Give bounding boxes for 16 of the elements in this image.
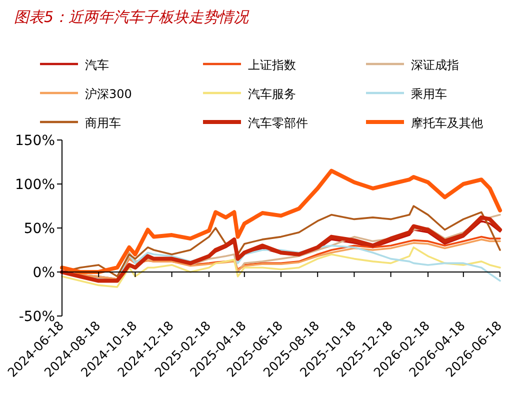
legend-label: 汽车服务 bbox=[248, 87, 296, 101]
legend-label: 汽车零部件 bbox=[248, 116, 308, 130]
chart-title: 图表5：近两年汽车子板块走势情况 bbox=[14, 8, 250, 26]
y-tick-label: 100% bbox=[14, 177, 55, 193]
legend-label: 商用车 bbox=[85, 116, 121, 130]
legend-label: 深证成指 bbox=[411, 58, 459, 72]
legend-label: 沪深300 bbox=[85, 87, 132, 101]
y-tick-label: 50% bbox=[24, 221, 55, 237]
line-series bbox=[60, 168, 502, 274]
y-tick-label: 150% bbox=[14, 133, 55, 149]
legend-label: 摩托车及其他 bbox=[411, 116, 483, 130]
legend-label: 上证指数 bbox=[248, 58, 296, 72]
y-tick-label: 0% bbox=[32, 265, 55, 281]
y-tick-label: -50% bbox=[18, 309, 55, 325]
legend-label: 汽车 bbox=[85, 58, 109, 72]
legend-label: 乘用车 bbox=[411, 87, 447, 101]
